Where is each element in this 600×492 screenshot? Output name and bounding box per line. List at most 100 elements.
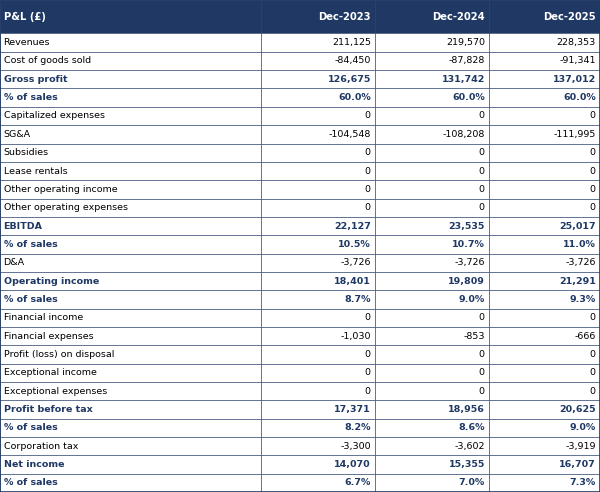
Text: Capitalized expenses: Capitalized expenses — [4, 112, 104, 121]
Bar — [489, 400, 600, 419]
Text: 0: 0 — [365, 369, 371, 377]
Text: 0: 0 — [479, 313, 485, 322]
Bar — [261, 419, 375, 437]
Text: 0: 0 — [365, 387, 371, 396]
Text: -853: -853 — [463, 332, 485, 340]
Bar — [261, 345, 375, 364]
Text: 0: 0 — [479, 387, 485, 396]
Bar — [489, 253, 600, 272]
Bar — [375, 345, 489, 364]
Text: 15,355: 15,355 — [448, 460, 485, 469]
Bar — [0, 52, 261, 70]
Bar — [489, 125, 600, 144]
Text: 20,625: 20,625 — [559, 405, 596, 414]
Bar — [0, 162, 261, 180]
Text: EBITDA: EBITDA — [4, 221, 43, 231]
Text: 0: 0 — [479, 148, 485, 157]
Text: 0: 0 — [365, 185, 371, 194]
Bar — [489, 70, 600, 89]
Bar — [489, 162, 600, 180]
Text: Operating income: Operating income — [4, 277, 99, 285]
Bar — [489, 272, 600, 290]
Text: 0: 0 — [590, 148, 596, 157]
Bar — [261, 272, 375, 290]
Bar — [489, 144, 600, 162]
Bar — [0, 235, 261, 253]
Bar — [261, 327, 375, 345]
Text: 9.0%: 9.0% — [569, 423, 596, 432]
Bar — [261, 33, 375, 52]
Text: Cost of goods sold: Cost of goods sold — [4, 57, 91, 65]
Text: -108,208: -108,208 — [442, 130, 485, 139]
Text: 0: 0 — [479, 166, 485, 176]
Bar — [0, 364, 261, 382]
Bar — [375, 0, 489, 33]
Text: % of sales: % of sales — [4, 423, 58, 432]
Bar — [375, 162, 489, 180]
Bar — [261, 437, 375, 455]
Text: 0: 0 — [590, 166, 596, 176]
Text: Revenues: Revenues — [4, 38, 50, 47]
Bar — [375, 199, 489, 217]
Text: 0: 0 — [590, 185, 596, 194]
Bar — [0, 308, 261, 327]
Bar — [261, 253, 375, 272]
Text: 60.0%: 60.0% — [563, 93, 596, 102]
Bar — [375, 419, 489, 437]
Text: -104,548: -104,548 — [328, 130, 371, 139]
Text: -1,030: -1,030 — [340, 332, 371, 340]
Bar — [375, 308, 489, 327]
Text: 19,809: 19,809 — [448, 277, 485, 285]
Text: 60.0%: 60.0% — [338, 93, 371, 102]
Bar — [489, 180, 600, 199]
Text: 0: 0 — [590, 112, 596, 121]
Text: Subsidies: Subsidies — [4, 148, 49, 157]
Text: 17,371: 17,371 — [334, 405, 371, 414]
Bar — [0, 437, 261, 455]
Text: Other operating income: Other operating income — [4, 185, 117, 194]
Text: 0: 0 — [590, 387, 596, 396]
Bar — [375, 272, 489, 290]
Text: 0: 0 — [365, 203, 371, 212]
Bar — [489, 235, 600, 253]
Text: 0: 0 — [590, 369, 596, 377]
Bar — [261, 199, 375, 217]
Bar — [375, 217, 489, 235]
Text: -3,602: -3,602 — [454, 442, 485, 451]
Text: Exceptional income: Exceptional income — [4, 369, 97, 377]
Bar — [375, 107, 489, 125]
Bar — [261, 290, 375, 308]
Bar — [489, 199, 600, 217]
Bar — [0, 70, 261, 89]
Text: -3,726: -3,726 — [454, 258, 485, 267]
Bar — [0, 89, 261, 107]
Text: 0: 0 — [590, 350, 596, 359]
Text: 0: 0 — [365, 148, 371, 157]
Bar — [261, 308, 375, 327]
Text: -666: -666 — [574, 332, 596, 340]
Bar — [489, 308, 600, 327]
Bar — [261, 180, 375, 199]
Bar — [489, 437, 600, 455]
Bar — [0, 400, 261, 419]
Bar — [0, 0, 261, 33]
Bar — [375, 125, 489, 144]
Bar — [375, 382, 489, 400]
Bar — [261, 382, 375, 400]
Text: 219,570: 219,570 — [446, 38, 485, 47]
Bar — [261, 162, 375, 180]
Text: 11.0%: 11.0% — [563, 240, 596, 249]
Text: -3,726: -3,726 — [340, 258, 371, 267]
Bar — [375, 235, 489, 253]
Bar — [261, 89, 375, 107]
Text: 211,125: 211,125 — [332, 38, 371, 47]
Bar — [0, 180, 261, 199]
Text: % of sales: % of sales — [4, 295, 58, 304]
Bar — [375, 144, 489, 162]
Bar — [0, 107, 261, 125]
Bar — [375, 70, 489, 89]
Text: Financial income: Financial income — [4, 313, 83, 322]
Bar — [0, 382, 261, 400]
Bar — [261, 217, 375, 235]
Text: % of sales: % of sales — [4, 478, 58, 488]
